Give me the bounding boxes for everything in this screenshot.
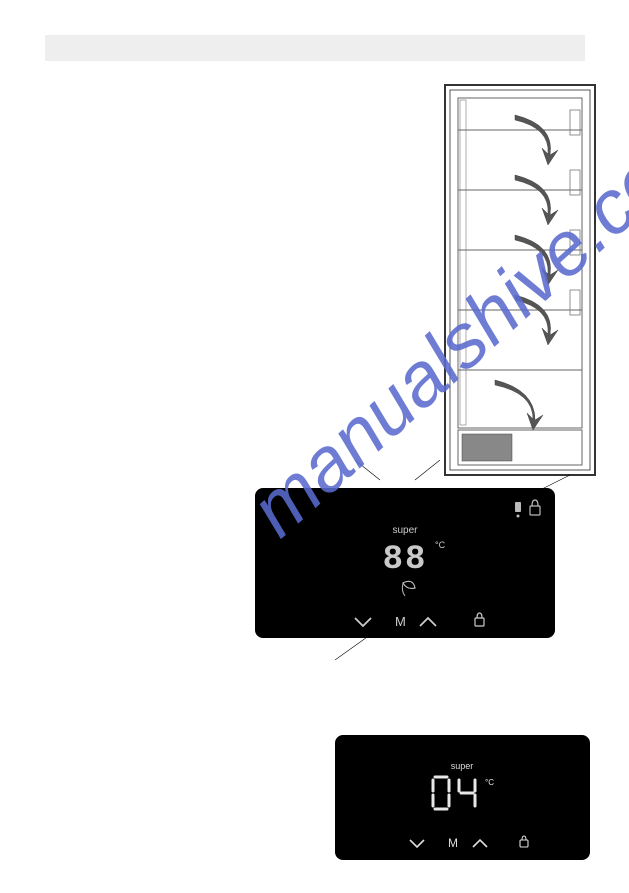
control-panel-bottom: super °C M	[335, 735, 590, 860]
down-button-b[interactable]	[410, 840, 424, 847]
lock-button[interactable]	[475, 613, 484, 626]
mode-button-b[interactable]: M	[448, 836, 458, 850]
svg-text:88: 88	[383, 541, 428, 579]
control-panel-top: super 88 °C M	[255, 488, 555, 638]
temperature-display-b: °C	[433, 777, 494, 809]
eco-leaf-icon	[402, 581, 415, 596]
down-button[interactable]	[355, 618, 371, 626]
svg-text:°C: °C	[435, 540, 446, 550]
mode-button[interactable]: M	[395, 614, 406, 629]
svg-text:°C: °C	[485, 778, 494, 787]
super-label: super	[392, 525, 418, 536]
up-button-b[interactable]	[473, 840, 487, 847]
airflow-arrows	[495, 115, 558, 430]
super-label-b: super	[451, 761, 474, 771]
alert-icon	[515, 502, 521, 518]
temperature-display: 88 °C	[383, 540, 446, 579]
header-bar	[45, 35, 585, 61]
lock-button-b[interactable]	[520, 836, 528, 847]
up-button[interactable]	[420, 618, 436, 626]
fridge-diagram	[440, 80, 600, 480]
lock-icon	[530, 500, 540, 515]
